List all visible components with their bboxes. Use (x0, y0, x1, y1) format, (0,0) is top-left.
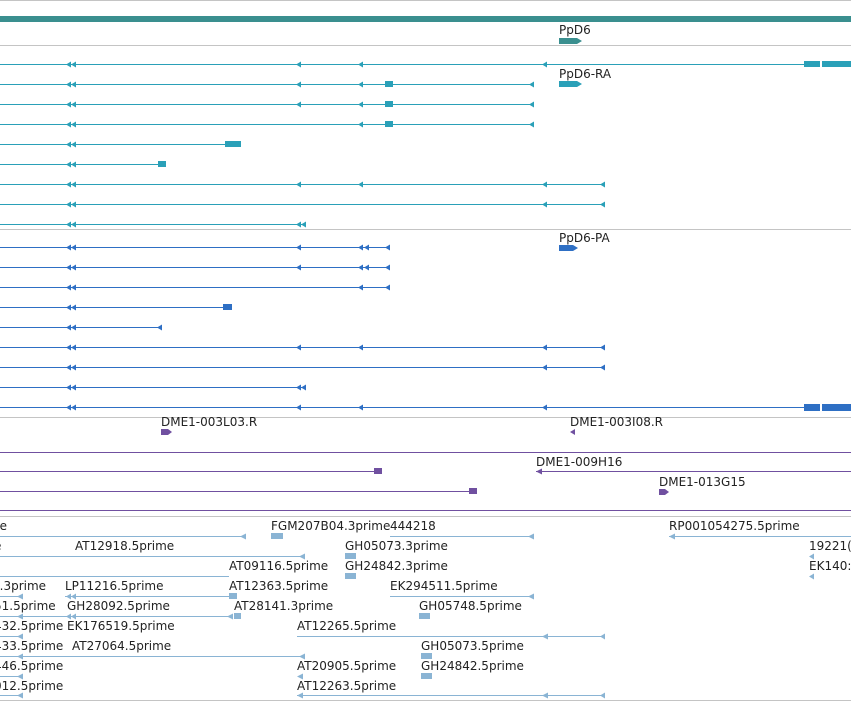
est-block (229, 593, 237, 599)
est-label: EK140: (809, 559, 851, 573)
est-label: LP11216.5prime (65, 579, 164, 593)
est-block (345, 573, 356, 579)
est-arrow (809, 573, 814, 580)
est-label: AT20905.5prime (297, 659, 396, 673)
exon (804, 61, 820, 67)
gene-feature[interactable]: PpD6 (559, 23, 591, 44)
transcript-group-pa[interactable]: PpD6-PA (0, 231, 851, 411)
est-label: AT12263.5prime (297, 679, 396, 693)
est-label: 433.5prime (0, 639, 63, 653)
est-label: 012.5prime (0, 679, 63, 693)
est-label: AT28141.3prime (234, 599, 333, 613)
exon (822, 404, 851, 411)
est-label: AT12918.5prime (75, 539, 174, 553)
est-label: 432.5prime (0, 619, 63, 633)
est-label: RP001054275.5prime (669, 519, 800, 533)
clone-track[interactable]: DME1-003L03.R DME1-003I08.R DME1-009H16 … (0, 415, 851, 511)
est-arrow (240, 533, 246, 540)
clone-label: DME1-013G15 (659, 475, 746, 489)
est-label: AT27064.5prime (72, 639, 171, 653)
est-arrow (17, 593, 23, 600)
gene-arrow (559, 38, 582, 44)
est-label: 446.5prime (0, 659, 63, 673)
clone-arrow (536, 468, 542, 475)
transcript-pa-arrow (559, 245, 578, 251)
est-label: AT12363.5prime (229, 579, 328, 593)
est-block (419, 613, 430, 619)
est-label: GH24842.3prime (345, 559, 448, 573)
strand-arrow (66, 101, 534, 108)
est-label: EK294511.5prime (390, 579, 498, 593)
est-arrow (669, 533, 675, 540)
est-label: e (0, 539, 1, 553)
exon (804, 404, 820, 411)
exon (385, 101, 393, 107)
transcript-group-ra[interactable]: PpD6-RA (0, 61, 851, 228)
transcript-pa-label: PpD6-PA (559, 231, 611, 245)
est-label: 51.5prime (0, 599, 56, 613)
est-label: GH05748.5prime (419, 599, 522, 613)
est-block (421, 673, 432, 679)
exon (385, 81, 393, 87)
est-block (234, 613, 241, 619)
strand-arrow (66, 324, 162, 331)
exon (225, 141, 241, 147)
clone-label: DME1-003I08.R (570, 415, 663, 429)
strand-arrow (66, 141, 76, 148)
est-arrow (299, 553, 305, 560)
est-block (421, 653, 432, 659)
est-arrow (66, 593, 76, 600)
clone-end (374, 468, 382, 474)
est-label: EK176519.5prime (67, 619, 175, 633)
est-arrow (528, 533, 534, 540)
est-label: ne (0, 519, 7, 533)
gene-bar[interactable] (0, 16, 851, 22)
exon (158, 161, 166, 167)
strand-arrow (66, 161, 76, 168)
est-arrow (297, 673, 303, 680)
est-arrow (17, 692, 23, 699)
est-label: FGM207B04.3prime (271, 519, 390, 533)
est-block (345, 553, 356, 559)
est-label: AT12265.5prime (297, 619, 396, 633)
est-label: AT09116.5prime (229, 559, 328, 573)
gene-label: PpD6 (559, 23, 591, 37)
transcript-ra-arrow (559, 81, 582, 87)
strand-arrow (66, 304, 76, 311)
clone-arrow (570, 429, 575, 435)
exon (822, 61, 851, 67)
est-label: 19221( (809, 539, 851, 553)
est-arrow (528, 593, 534, 600)
clone-arrow (659, 489, 669, 495)
est-label: GH24842.5prime (421, 659, 524, 673)
clone-label: DME1-003L03.R (161, 415, 257, 429)
clone-end (469, 488, 477, 494)
transcript-ra-label: PpD6-RA (559, 67, 612, 81)
est-label: GH05073.3prime (345, 539, 448, 553)
est-arrow (297, 692, 605, 699)
est-label: GH05073.5prime (421, 639, 524, 653)
est-block (271, 533, 283, 539)
est-arrow (17, 633, 23, 640)
strand-arrow (66, 81, 534, 88)
est-arrow (17, 673, 23, 680)
exon (385, 121, 393, 127)
est-track[interactable]: ne FGM207B04.3prime 444218 RP001054275.5… (0, 519, 851, 699)
exon (223, 304, 232, 310)
est-arrow (17, 613, 233, 620)
est-label: 2.3prime (0, 579, 46, 593)
clone-label: DME1-009H16 (536, 455, 622, 469)
est-label: GH28092.5prime (67, 599, 170, 613)
clone-arrow (161, 429, 172, 435)
est-label: 444218 (390, 519, 436, 533)
est-arrow (809, 553, 814, 560)
